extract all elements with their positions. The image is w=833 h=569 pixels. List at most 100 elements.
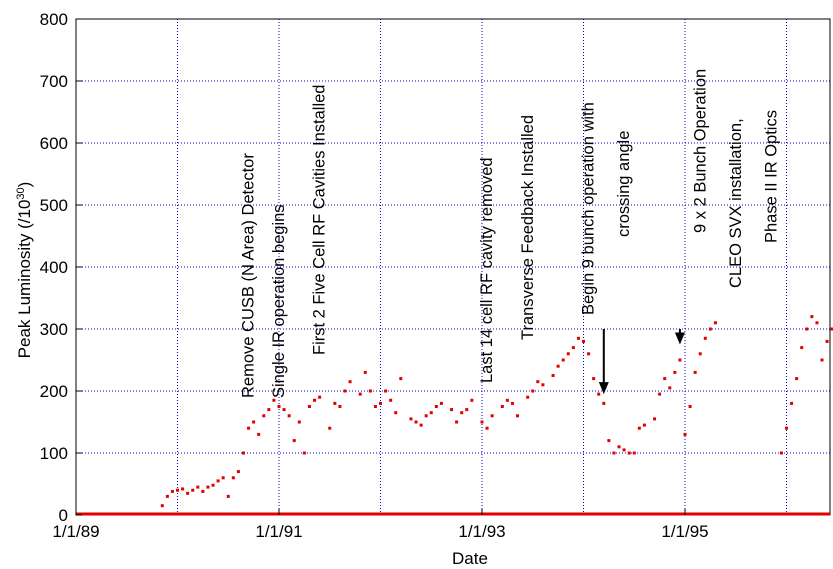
data-point — [602, 401, 606, 405]
data-point — [688, 405, 692, 408]
data-point — [191, 488, 195, 492]
arrow-head — [674, 332, 685, 345]
data-points — [76, 315, 833, 516]
data-point — [516, 414, 520, 418]
arrow-head — [598, 382, 609, 395]
data-point — [399, 377, 403, 381]
y-tick-labels: 0 100 200 300 400 500 600 700 800 — [40, 10, 82, 525]
data-point — [241, 451, 245, 455]
data-point — [358, 392, 362, 396]
data-point — [830, 327, 833, 331]
x-tick-label: 1/1/93 — [458, 522, 505, 541]
data-point — [226, 494, 230, 498]
data-point — [587, 352, 591, 356]
data-point — [632, 451, 636, 455]
y-axis-label-exponent: 30 — [15, 187, 27, 199]
data-point — [384, 389, 388, 393]
data-point — [612, 451, 616, 455]
annotation-label: Last 14 cell RF cavity removed — [478, 157, 496, 383]
x-axis-label: Date — [452, 549, 488, 568]
data-point — [551, 374, 555, 377]
data-point — [429, 411, 433, 415]
data-point — [683, 432, 687, 436]
data-point — [277, 405, 281, 408]
data-point — [389, 398, 393, 402]
data-point — [307, 405, 311, 408]
data-point — [678, 358, 682, 362]
data-point — [698, 352, 702, 356]
x-tick-label: 1/1/91 — [255, 522, 302, 541]
x-tick-labels: 1/1/891/1/911/1/931/1/951/1/971/1/99 — [52, 509, 709, 541]
data-point — [424, 414, 428, 418]
data-point — [379, 401, 382, 405]
data-point — [642, 423, 646, 427]
data-point — [658, 392, 662, 396]
y-tick-label: 300 — [40, 320, 68, 339]
data-point — [708, 327, 712, 331]
y-tick-label: 200 — [40, 382, 68, 401]
data-point — [414, 420, 418, 424]
y-tick-label: 100 — [40, 444, 68, 463]
data-point — [201, 489, 205, 493]
data-point — [597, 392, 601, 396]
data-point — [170, 489, 174, 493]
data-point — [373, 405, 377, 408]
annotation-label: Begin 9 bunch operation with — [580, 102, 598, 315]
data-point — [470, 398, 474, 402]
data-point — [434, 405, 438, 408]
y-tick-label: 600 — [40, 134, 68, 153]
data-point — [165, 494, 169, 498]
data-point — [252, 420, 256, 424]
data-point — [460, 411, 464, 415]
y-axis-label: Peak Luminosity (/1030) — [15, 182, 34, 359]
data-point — [663, 377, 667, 381]
y-tick-label: 0 — [59, 506, 68, 525]
data-point — [785, 426, 788, 430]
data-point — [292, 439, 296, 443]
y-tick-label: 800 — [40, 10, 68, 29]
data-point — [582, 339, 585, 343]
data-point — [556, 364, 560, 368]
y-tick-label: 500 — [40, 196, 68, 215]
data-point — [637, 426, 641, 430]
data-point — [262, 414, 266, 418]
annotation-label: Phase II IR Optics — [762, 110, 780, 243]
data-point — [439, 401, 443, 405]
data-point — [465, 408, 469, 412]
data-point — [302, 451, 306, 455]
data-point — [419, 423, 423, 427]
data-point — [236, 470, 240, 474]
data-point — [531, 389, 535, 393]
data-point — [221, 476, 225, 480]
data-point — [607, 439, 611, 443]
data-point — [338, 405, 342, 408]
annotation-label: Transverse Feedback Installed — [519, 115, 537, 340]
data-point — [561, 358, 565, 362]
data-point — [287, 414, 291, 418]
data-point — [790, 401, 794, 405]
data-point — [176, 488, 179, 492]
data-point — [779, 451, 783, 455]
data-point — [318, 395, 322, 399]
data-point — [825, 339, 829, 343]
data-point — [536, 380, 540, 384]
y-axis-label-main: Peak Luminosity (/10 — [15, 200, 34, 359]
data-point — [196, 485, 200, 489]
data-point — [673, 370, 677, 374]
data-point — [800, 346, 804, 350]
data-point — [211, 483, 215, 487]
data-point — [571, 346, 575, 350]
data-point — [409, 417, 413, 421]
data-point — [703, 336, 707, 340]
grid-lines — [75, 19, 830, 515]
data-point — [805, 327, 809, 331]
data-point — [328, 426, 332, 430]
x-tick-label: 1/1/89 — [52, 522, 99, 541]
annotation-label: Remove CUSB (N Area) Detector — [240, 153, 258, 398]
data-point — [810, 315, 814, 319]
x-tick-label: 1/1/95 — [661, 522, 708, 541]
annotation-label: Single IR operation begins — [270, 204, 288, 398]
data-point — [333, 401, 337, 405]
plot-frame — [75, 18, 831, 516]
